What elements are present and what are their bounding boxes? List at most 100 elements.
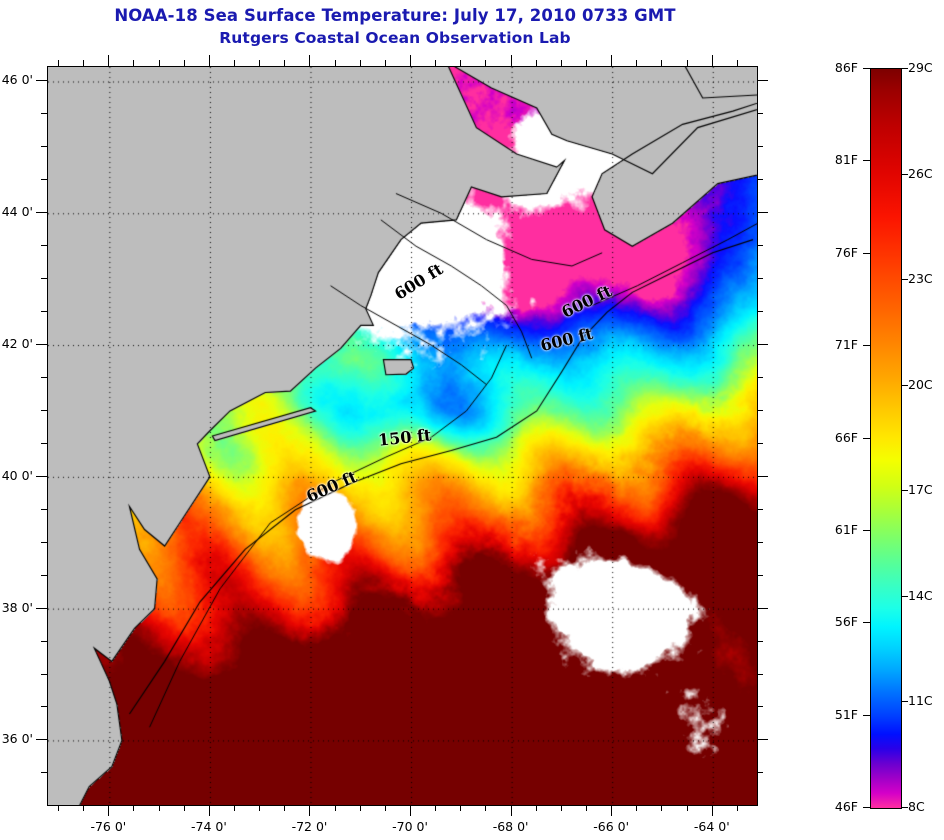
lat-tick-right [757, 113, 763, 115]
lon-tick-bottom [560, 805, 562, 811]
lat-tick-left [36, 475, 47, 477]
lon-tick-bottom [736, 805, 738, 811]
lon-tick-top [611, 55, 613, 66]
lon-tick-top [485, 60, 487, 66]
lon-tick-bottom [133, 805, 135, 811]
colorbar-f-tick [863, 807, 871, 808]
lat-tick-left [41, 278, 47, 280]
lon-tick-top [234, 60, 236, 66]
lon-label: -74 0' [191, 819, 227, 834]
colorbar-f-tick [863, 714, 871, 716]
lat-tick-right [757, 212, 768, 214]
lon-tick-top [183, 60, 185, 66]
lon-tick-top [334, 60, 336, 66]
lon-tick-top [309, 55, 311, 66]
lon-label: -68 0' [492, 819, 529, 834]
lon-tick-top [460, 60, 462, 66]
lon-tick-top [661, 60, 663, 66]
colorbar-f-label: 66F [834, 429, 858, 445]
lon-label: -64 0' [693, 819, 730, 834]
lat-tick-left [36, 80, 47, 82]
lat-tick-right [757, 739, 768, 741]
colorbar-c-label: 26C [908, 165, 933, 181]
lon-tick-top [108, 55, 110, 66]
colorbar-f-label: 76F [834, 244, 858, 260]
temperature-colorbar[interactable] [870, 68, 902, 809]
lat-tick-right [757, 146, 763, 148]
sst-raster [48, 67, 757, 805]
lat-tick-right [757, 508, 763, 510]
colorbar-f-tick [863, 345, 871, 347]
lat-tick-right [757, 278, 763, 280]
lon-tick-top [736, 60, 738, 66]
lon-tick-top [435, 60, 437, 66]
lon-tick-bottom [208, 805, 210, 816]
lat-tick-right [757, 80, 768, 82]
lon-tick-bottom [334, 805, 336, 811]
lat-label: 40 0' [1, 467, 33, 483]
lat-tick-right [757, 640, 763, 642]
colorbar-c-tick [901, 595, 908, 597]
colorbar-f-tick [863, 529, 871, 531]
lon-tick-bottom [359, 805, 361, 811]
lat-label: 44 0' [1, 204, 33, 220]
lon-tick-top [510, 55, 512, 66]
lon-tick-bottom [535, 805, 537, 811]
colorbar-f-label: 56F [834, 614, 858, 630]
lon-tick-bottom [58, 805, 60, 811]
lon-tick-bottom [284, 805, 286, 811]
lat-tick-left [41, 673, 47, 675]
lat-tick-right [757, 673, 763, 675]
lat-tick-left [41, 442, 47, 444]
lon-tick-bottom [611, 805, 613, 816]
lat-tick-left [41, 409, 47, 411]
colorbar-f-label: 71F [834, 337, 858, 353]
colorbar-c-tick [901, 807, 908, 808]
colorbar-f-tick [863, 68, 871, 69]
lon-tick-bottom [410, 805, 412, 816]
lon-label: -76 0' [90, 819, 127, 834]
colorbar-c-tick [901, 701, 908, 703]
lon-tick-top [586, 60, 588, 66]
colorbar-c-label: 23C [908, 271, 933, 287]
lat-tick-left [41, 640, 47, 642]
lon-tick-bottom [686, 805, 688, 811]
colorbar-c-tick [901, 279, 908, 281]
lat-tick-right [757, 409, 763, 411]
lat-tick-right [757, 442, 763, 444]
lon-tick-bottom [384, 805, 386, 811]
colorbar-c-label: 20C [908, 376, 933, 392]
colorbar-c-tick [901, 490, 908, 492]
colorbar-f-label: 51F [834, 706, 858, 722]
colorbar-c-tick [901, 173, 908, 175]
lat-tick-left [36, 212, 47, 214]
colorbar-f-tick [863, 252, 871, 254]
lat-tick-right [757, 377, 763, 378]
colorbar-f-tick [863, 622, 871, 624]
lat-tick-left [36, 344, 47, 346]
lat-tick-right [757, 179, 763, 181]
lat-tick-left [41, 245, 47, 247]
lat-tick-left [41, 179, 47, 181]
lon-tick-bottom [83, 805, 85, 811]
lat-label: 42 0' [1, 336, 33, 352]
lon-tick-top [133, 60, 135, 66]
lat-tick-left [41, 541, 47, 543]
lat-tick-left [36, 739, 47, 741]
colorbar-f-label: 46F [834, 799, 858, 814]
lat-label: 36 0' [1, 731, 33, 747]
lon-label: -72 0' [291, 819, 328, 834]
lon-tick-bottom [510, 805, 512, 816]
sst-map[interactable] [47, 66, 758, 806]
lon-label: -66 0' [593, 819, 630, 834]
lon-tick-top [410, 55, 412, 66]
lon-tick-top [636, 60, 638, 66]
lat-tick-right [757, 541, 763, 543]
colorbar-c-label: 29C [908, 60, 933, 75]
lon-tick-bottom [435, 805, 437, 811]
title-line-1: NOAA-18 Sea Surface Temperature: July 17… [114, 6, 676, 25]
lat-tick-left [41, 377, 47, 378]
lon-tick-top [384, 60, 386, 66]
lon-tick-top [535, 60, 537, 66]
